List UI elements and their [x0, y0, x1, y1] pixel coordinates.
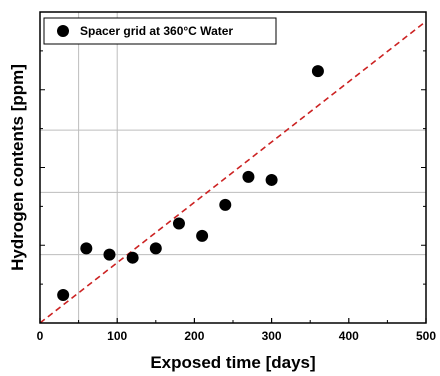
grid-lines: [40, 12, 426, 323]
x-tick-label: 0: [37, 329, 44, 343]
legend-label: Spacer grid at 360°C Water: [80, 24, 233, 38]
x-tick-label: 200: [184, 329, 204, 343]
data-point: [57, 289, 70, 302]
x-tick-label: 100: [107, 329, 127, 343]
data-point: [311, 65, 324, 78]
data-point: [196, 229, 209, 242]
x-tick-label: 400: [339, 329, 359, 343]
data-point: [172, 217, 185, 230]
plot-frame: [39, 11, 427, 324]
legend-marker: [57, 25, 69, 37]
legend-box: [43, 17, 277, 45]
x-axis-title: Exposed time [days]: [150, 353, 315, 372]
data-point: [265, 173, 278, 186]
x-tick-label: 500: [416, 329, 436, 343]
trendline: [39, 20, 427, 324]
data-point: [80, 242, 93, 255]
trendline-layer: [39, 20, 427, 324]
data-point: [219, 198, 232, 211]
data-point: [242, 170, 255, 183]
y-axis-title: Hydrogen contents [ppm]: [8, 64, 27, 271]
axis-ticks: 0 100 200 300 400 500: [37, 50, 436, 343]
data-point: [149, 242, 162, 255]
data-point: [103, 248, 116, 261]
legend: Spacer grid at 360°C Water: [43, 17, 277, 45]
x-tick-label: 300: [262, 329, 282, 343]
data-point: [126, 251, 139, 264]
data-points: [57, 65, 324, 302]
